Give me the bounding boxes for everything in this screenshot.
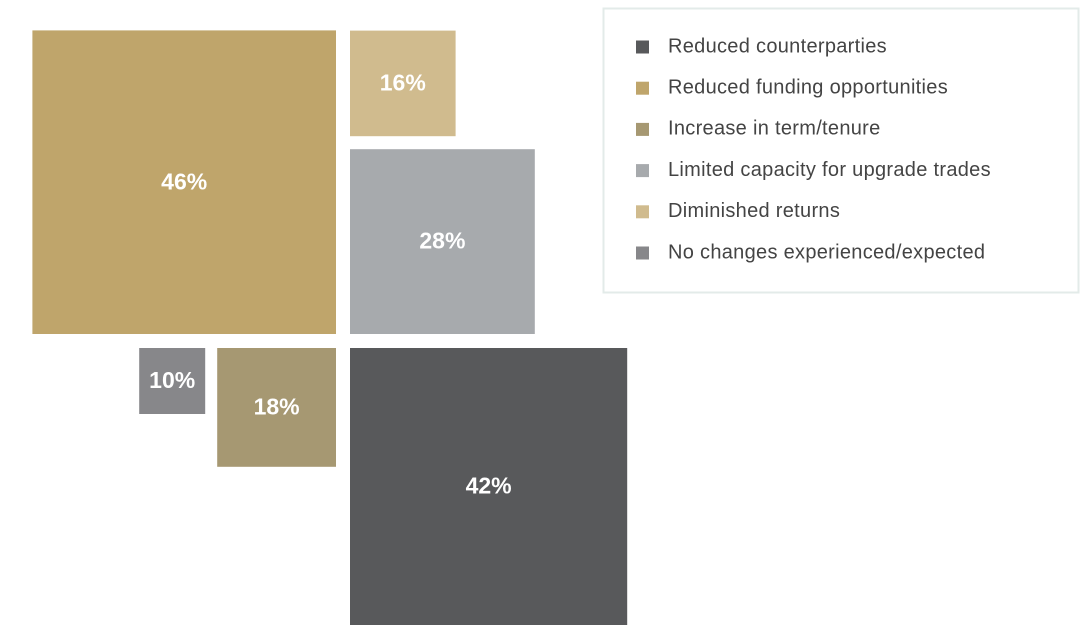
legend-swatch [636, 164, 649, 178]
legend-label: Reduced funding opportunities [668, 76, 948, 98]
value-label: 28% [419, 228, 465, 254]
legend-label: Diminished returns [668, 200, 840, 222]
legend-box [602, 7, 1080, 294]
legend-label: Increase in term/tenure [668, 118, 881, 140]
square [139, 348, 206, 414]
legend-label: Reduced counterparties [668, 35, 887, 57]
square [350, 30, 456, 137]
square [350, 149, 535, 334]
legend-swatch [636, 122, 649, 136]
square [32, 30, 337, 335]
square [350, 348, 628, 625]
value-label: 18% [254, 393, 300, 419]
legend-swatch [636, 246, 649, 260]
value-label: 10% [149, 367, 195, 393]
legend-label: Limited capacity for upgrade trades [668, 159, 991, 181]
value-label: 42% [466, 473, 512, 499]
legend-swatch [636, 40, 649, 54]
legend-swatch [636, 81, 649, 95]
legend-label: No changes experienced/expected [668, 241, 985, 263]
value-label: 46% [161, 168, 207, 194]
square [217, 348, 336, 467]
legend-swatch [636, 205, 649, 219]
value-label: 16% [380, 69, 426, 95]
